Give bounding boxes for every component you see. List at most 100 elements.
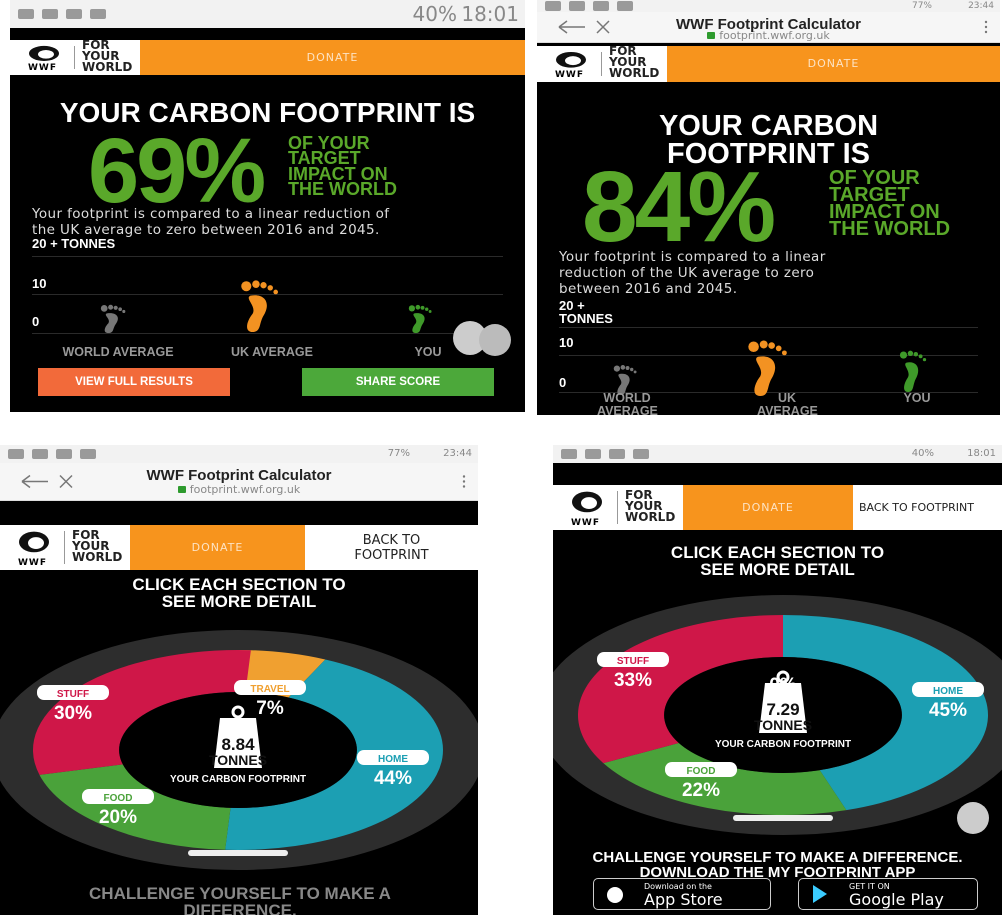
foot-toe — [614, 365, 620, 371]
axis-label: 20 + TONNES — [559, 299, 619, 325]
caption-line: THE WORLD — [829, 221, 950, 238]
logo-text: WWF — [28, 63, 57, 73]
description: Your footprint is compared to a linear r… — [32, 206, 389, 238]
phone-screenshot: 40%18:01WWFFORYOURWORLDDONATEBACK TO FOO… — [553, 445, 1002, 915]
screenshot-collage: 40%18:01WWFFORYOURWORLDDONATEYOUR CARBON… — [0, 0, 1002, 915]
footprint-donut: TRAVEL7%HOME44%FOOD20%STUFF30%8.84TONNES… — [0, 445, 478, 915]
lock-icon — [707, 32, 715, 39]
score-percent: 69% — [88, 125, 263, 217]
foot-sole — [904, 362, 918, 392]
headline-line: YOUR CARBON — [537, 113, 1000, 141]
foot-sole — [105, 313, 118, 333]
status-bar: 40%18:01 — [10, 0, 525, 28]
foot-toe — [626, 366, 630, 370]
store-name: App Store — [644, 890, 723, 909]
foot-toe — [914, 352, 919, 357]
donate-button[interactable]: DONATE — [140, 40, 525, 75]
url-line: footprint.wwf.org.uk — [537, 29, 1000, 42]
footprint-icon — [240, 280, 282, 332]
footprint-unit: TONNES — [754, 717, 812, 733]
store-icon — [606, 885, 624, 903]
panda-face — [565, 56, 581, 65]
donut-stand — [733, 815, 833, 821]
foot-toe — [908, 351, 913, 356]
clock: 23:44 — [968, 0, 994, 12]
segment-name: FOOD — [104, 793, 133, 804]
foot-sole — [754, 356, 775, 396]
foot-toe — [260, 282, 266, 288]
store-icon — [811, 885, 829, 903]
segment-percent: 45% — [929, 700, 967, 721]
foot-toe — [923, 358, 926, 361]
phone-screenshot: 77%23:44WWF Footprint Calculatorfootprin… — [0, 445, 478, 915]
segment-percent: 20% — [99, 807, 137, 828]
category-label: UK AVERAGE — [717, 392, 857, 415]
category-label: YOU — [847, 392, 987, 405]
footer-line: CHALLENGE YOURSELF TO MAKE A DIFFERENCE. — [553, 850, 1002, 865]
chat-avatar — [953, 800, 1002, 840]
foot-toe — [101, 305, 108, 312]
notification-icon — [66, 9, 82, 19]
foot-toe — [241, 281, 251, 291]
footprint-caption: YOUR CARBON FOOTPRINT — [715, 739, 851, 750]
donate-button[interactable]: DONATE — [667, 46, 1000, 82]
axis-line — [559, 327, 978, 328]
chat-avatar — [450, 320, 520, 360]
description-line: reduction of the UK average to zero — [559, 265, 826, 281]
footprint-unit: TONNES — [209, 752, 267, 768]
footprint-icon — [100, 305, 128, 333]
tagline-line: WORLD — [82, 62, 132, 73]
battery-level: 77% — [912, 0, 932, 12]
action-button[interactable]: VIEW FULL RESULTS — [38, 368, 230, 396]
action-button[interactable]: SHARE SCORE — [302, 368, 494, 396]
foot-toe — [919, 354, 923, 358]
axis-label: 0 — [32, 315, 232, 328]
foot-toe — [252, 280, 260, 288]
segment-percent: 44% — [374, 768, 412, 789]
caption-line: THE WORLD — [288, 182, 397, 197]
foot-toe — [425, 308, 428, 311]
battery-level: 40% — [413, 0, 457, 28]
logo-text: WWF — [555, 70, 584, 80]
category-label: UK AVERAGE — [202, 346, 342, 359]
description-line: Your footprint is compared to a linear — [559, 249, 826, 265]
segment-name: HOME — [933, 686, 963, 697]
foot-toe — [409, 305, 415, 311]
tagline-line: WORLD — [609, 68, 659, 79]
foot-toe — [782, 350, 787, 355]
segment-name: FOOD — [687, 766, 716, 777]
footer-text: CHALLENGE YOURSELF TO MAKE A DIFFERENCE. — [40, 885, 440, 915]
axis-line — [32, 256, 503, 257]
logo-divider — [74, 46, 75, 69]
panda-face — [38, 50, 54, 59]
notification-icon — [18, 9, 34, 19]
foot-toe — [108, 305, 113, 310]
category-label: WORLD AVERAGE — [48, 346, 188, 359]
foot-toe — [768, 342, 775, 349]
foot-toe — [621, 365, 626, 370]
foot-toe — [273, 290, 278, 295]
category-label: WORLD AVERAGE — [557, 392, 697, 415]
site-header: WWF FORYOURWORLDDONATE — [537, 46, 1000, 82]
store-logo — [607, 887, 623, 903]
score-caption: OF YOURTARGETIMPACT ONTHE WORLD — [288, 136, 397, 197]
footprint-icon — [899, 350, 929, 392]
footer-text: CHALLENGE YOURSELF TO MAKE A DIFFERENCE.… — [553, 850, 1002, 880]
store-logo — [813, 885, 827, 903]
foot-toe — [122, 310, 125, 313]
axis-label: 0 — [559, 376, 619, 389]
donut-stand — [188, 850, 288, 856]
phone-screenshot: 77% 23:44WWF Footprint Calculatorfootprin… — [537, 0, 1000, 415]
foot-toe — [760, 341, 768, 349]
footprint-icon — [408, 305, 434, 333]
notification-icon — [42, 9, 58, 19]
footprint-caption: YOUR CARBON FOOTPRINT — [170, 774, 306, 785]
